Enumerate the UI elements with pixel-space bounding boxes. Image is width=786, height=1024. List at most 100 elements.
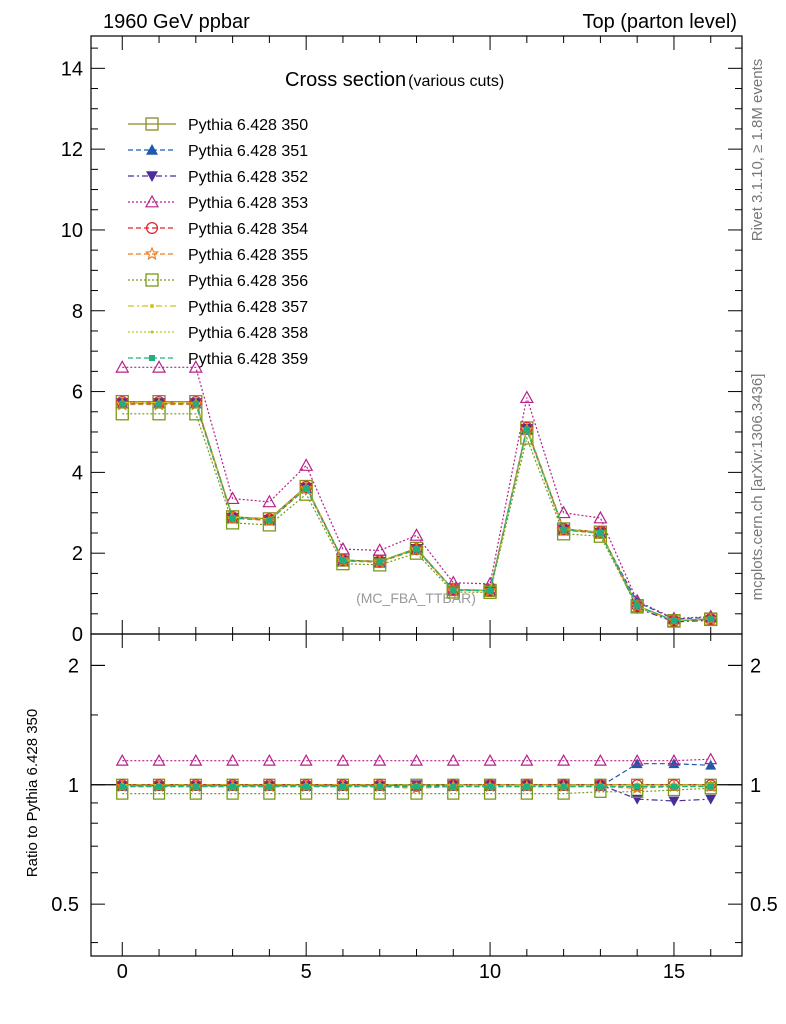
data-point bbox=[704, 782, 717, 795]
data-point bbox=[520, 753, 534, 766]
data-point bbox=[299, 753, 313, 766]
data-point bbox=[670, 783, 677, 790]
data-point bbox=[192, 783, 199, 790]
data-point bbox=[299, 458, 314, 471]
data-point bbox=[630, 598, 645, 613]
data-point bbox=[413, 546, 420, 553]
main-y-tick-label: 8 bbox=[72, 301, 83, 323]
data-point bbox=[266, 517, 273, 524]
legend-label: Pythia 6.428 350 bbox=[188, 117, 308, 134]
x-tick-label: 15 bbox=[663, 961, 685, 983]
data-point bbox=[634, 602, 641, 609]
data-point bbox=[376, 783, 383, 790]
data-point bbox=[336, 753, 350, 766]
rivet-label: Rivet 3.1.10, ≥ 1.8M events bbox=[749, 59, 766, 242]
data-point bbox=[668, 796, 680, 807]
data-point bbox=[487, 783, 494, 790]
data-point bbox=[523, 783, 530, 790]
data-point bbox=[483, 585, 497, 600]
data-point bbox=[593, 753, 607, 766]
data-point bbox=[634, 783, 641, 790]
data-point bbox=[146, 222, 159, 235]
x-tick-label: 5 bbox=[301, 961, 312, 983]
data-point bbox=[146, 144, 158, 155]
data-point bbox=[450, 586, 457, 593]
series-9 bbox=[119, 783, 714, 790]
legend-label: Pythia 6.428 353 bbox=[188, 195, 308, 212]
ratio-y-axis: 0.5 0.5 1 1 2 2 bbox=[51, 633, 778, 944]
ratio-y-tick-label-left: 2 bbox=[68, 655, 79, 677]
main-title-text: Cross section bbox=[285, 69, 406, 91]
main-series-group bbox=[115, 360, 718, 628]
data-point bbox=[413, 783, 420, 790]
ratio-frame bbox=[90, 633, 743, 957]
data-point bbox=[115, 407, 129, 421]
data-point bbox=[150, 304, 154, 308]
data-point bbox=[149, 355, 155, 361]
legend-label: Pythia 6.428 359 bbox=[188, 351, 308, 368]
main-title: Cross section (various cuts) bbox=[285, 69, 504, 91]
data-point bbox=[156, 400, 163, 407]
data-point bbox=[593, 525, 608, 540]
data-point bbox=[373, 753, 387, 766]
data-point bbox=[707, 616, 714, 623]
data-point bbox=[519, 390, 534, 404]
data-point bbox=[630, 600, 644, 614]
data-point bbox=[630, 753, 644, 766]
series-line bbox=[122, 758, 711, 762]
data-point bbox=[704, 612, 718, 627]
data-point bbox=[560, 783, 567, 790]
data-point bbox=[376, 558, 383, 565]
legend-item: Pythia 6.428 358 bbox=[128, 325, 308, 342]
main-y-tick-label: 2 bbox=[72, 543, 83, 565]
header-right: Top (parton level) bbox=[582, 11, 737, 33]
legend-label: Pythia 6.428 352 bbox=[188, 169, 308, 186]
data-point bbox=[115, 360, 130, 373]
x-tick-label: 0 bbox=[117, 961, 128, 983]
legend-item: Pythia 6.428 351 bbox=[128, 143, 308, 160]
ratio-series-group bbox=[115, 752, 718, 807]
x-axis: 0 5 10 15 bbox=[117, 36, 712, 983]
series-line bbox=[122, 403, 711, 622]
legend-label: Pythia 6.428 356 bbox=[188, 273, 308, 290]
data-point bbox=[519, 422, 534, 436]
data-point bbox=[597, 529, 604, 536]
data-point bbox=[446, 753, 460, 766]
legend-item: Pythia 6.428 356 bbox=[128, 273, 308, 290]
data-point bbox=[119, 783, 126, 790]
data-point bbox=[339, 557, 346, 564]
legend: Pythia 6.428 350 Pythia 6.428 351 Pythia 6… bbox=[128, 117, 308, 368]
legend-item: Pythia 6.428 355 bbox=[128, 246, 308, 264]
main-subtitle: (various cuts) bbox=[408, 73, 504, 90]
data-point bbox=[707, 783, 714, 790]
data-point bbox=[372, 543, 387, 556]
series-line bbox=[122, 403, 711, 620]
data-point bbox=[409, 542, 424, 556]
legend-item: Pythia 6.428 352 bbox=[128, 169, 308, 186]
data-point bbox=[450, 783, 457, 790]
data-point bbox=[152, 360, 167, 373]
legend-item: Pythia 6.428 350 bbox=[128, 117, 308, 134]
data-point bbox=[115, 753, 129, 766]
series-9 bbox=[119, 400, 714, 624]
main-y-tick-label: 6 bbox=[72, 382, 83, 404]
data-point bbox=[119, 400, 126, 407]
data-point bbox=[446, 585, 460, 599]
main-y-tick-label: 12 bbox=[61, 139, 83, 161]
main-y-tick-label: 4 bbox=[72, 462, 83, 484]
legend-label: Pythia 6.428 355 bbox=[188, 247, 308, 264]
legend-item: Pythia 6.428 354 bbox=[128, 221, 308, 238]
series-line bbox=[122, 402, 711, 622]
data-point bbox=[556, 505, 571, 519]
header-left: 1960 GeV ppbar bbox=[103, 11, 250, 33]
legend-item: Pythia 6.428 359 bbox=[128, 351, 308, 368]
legend-item: Pythia 6.428 357 bbox=[128, 299, 308, 316]
data-point bbox=[483, 753, 497, 766]
ratio-y-tick-label-right: 2 bbox=[750, 655, 761, 677]
mcplots-label: mcplots.cern.ch [arXiv:1306.3436] bbox=[749, 374, 766, 601]
main-y-tick-label: 10 bbox=[61, 220, 83, 242]
legend-label: Pythia 6.428 351 bbox=[188, 143, 308, 160]
ratio-y-tick-label-left: 0.5 bbox=[51, 894, 79, 916]
data-point bbox=[335, 553, 350, 567]
